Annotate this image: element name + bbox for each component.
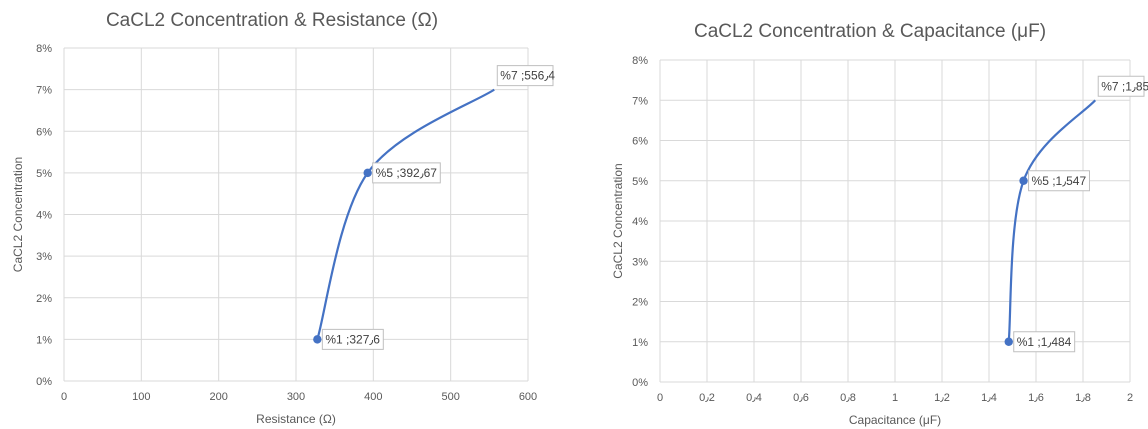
data-label-text: %7 ;556٫4	[500, 69, 555, 83]
data-label-box	[496, 65, 554, 87]
y-tick-label: 8%	[36, 43, 52, 55]
resistance-chart-svg: CaCL2 Concentration & Resistance (Ω) 0 100…	[11, 10, 555, 426]
data-label: %7 ;556٫4	[496, 65, 555, 87]
data-label-text: %1 ;1٫484	[1017, 335, 1072, 349]
y-tick-label: 4%	[36, 210, 52, 222]
y-tick-label: 6%	[632, 136, 648, 148]
data-label: %7 ;1٫852	[1097, 75, 1148, 97]
y-tick-label: 1%	[36, 334, 52, 346]
data-label-text: %5 ;1٫547	[1032, 174, 1087, 188]
data-label-box	[1028, 170, 1090, 192]
grid-lines	[63, 47, 529, 382]
y-tick-label: 5%	[36, 168, 52, 180]
data-label-text: %7 ;1٫852	[1101, 79, 1148, 93]
x-axis-label: Resistance (Ω)	[256, 412, 336, 426]
data-label: %5 ;1٫547	[1028, 170, 1090, 192]
x-tick-label: 1	[892, 392, 898, 404]
data-label: %1 ;1٫484	[1013, 331, 1076, 353]
chart-title: CaCL2 Concentration & Capacitance (μF)	[694, 21, 1046, 42]
x-tick-label: 1٫4	[981, 392, 997, 404]
y-axis-label: CaCL2 Concentration	[11, 157, 25, 272]
data-point-marker	[1019, 176, 1028, 185]
y-axis-label: CaCL2 Concentration	[611, 163, 625, 278]
capacitance-chart: CaCL2 Concentration & Capacitance (μF) 0 0…	[596, 0, 1148, 429]
data-point-marker	[1004, 337, 1013, 346]
y-tick-label: 1%	[632, 337, 648, 349]
y-tick-label: 4%	[632, 216, 648, 228]
x-tick-label: 0٫2	[699, 392, 715, 404]
y-tick-label: 0%	[632, 377, 648, 389]
x-tick-label: 400	[364, 391, 382, 403]
resistance-chart: CaCL2 Concentration & Resistance (Ω) 0 100…	[0, 0, 560, 429]
capacitance-chart-svg: CaCL2 Concentration & Capacitance (μF)0 0…	[611, 21, 1148, 427]
data-label: %5 ;392٫67	[372, 162, 441, 184]
x-tick-label: 2	[1127, 392, 1133, 404]
y-tick-label: 7%	[36, 85, 52, 97]
x-tick-label: 0٫8	[840, 392, 856, 404]
x-axis-label: Capacitance (μF)	[849, 413, 941, 427]
x-tick-label: 0	[61, 391, 67, 403]
data-label-text: %1 ;327٫6	[325, 332, 380, 346]
x-tick-label: 0٫4	[746, 392, 762, 404]
data-label-box	[1097, 75, 1145, 97]
y-tick-label: 2%	[36, 293, 52, 305]
y-tick-label: 8%	[632, 55, 648, 67]
x-tick-label: 0	[657, 392, 663, 404]
x-tick-label: 100	[132, 391, 150, 403]
x-tick-label: 1٫8	[1075, 392, 1091, 404]
data-point-marker	[363, 168, 372, 178]
x-tick-label: 300	[287, 391, 305, 403]
y-tick-label: 3%	[632, 256, 648, 268]
y-tick-label: 3%	[36, 251, 52, 263]
y-tick-label: 6%	[36, 126, 52, 138]
y-tick-label: 7%	[632, 95, 648, 107]
data-label-box	[321, 328, 384, 350]
y-tick-label: 5%	[632, 176, 648, 188]
x-tick-label: 1٫6	[1028, 392, 1044, 404]
data-label-text: %5 ;392٫67	[376, 166, 438, 180]
data-label: %1 ;327٫6	[321, 328, 384, 350]
x-tick-label: 600	[519, 391, 537, 403]
y-tick-label: 2%	[632, 297, 648, 309]
chart-title: CaCL2 Concentration & Resistance (Ω)	[106, 10, 438, 31]
data-label-box	[1013, 331, 1076, 353]
data-point-marker	[313, 335, 322, 344]
x-tick-label: 0٫6	[793, 392, 809, 404]
x-tick-label: 200	[209, 391, 227, 403]
x-tick-label: 500	[441, 391, 459, 403]
data-label-box	[372, 162, 441, 184]
x-tick-label: 1٫2	[934, 392, 950, 404]
y-tick-label: 0%	[36, 376, 52, 388]
